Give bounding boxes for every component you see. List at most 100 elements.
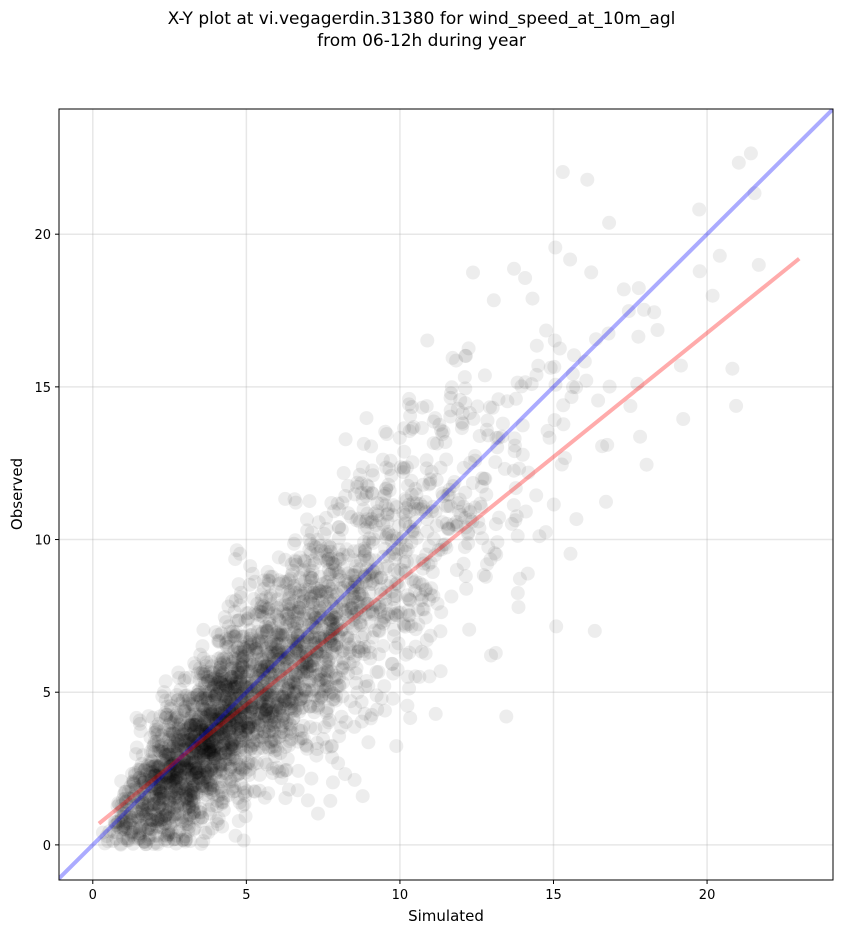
data-point <box>211 651 226 666</box>
data-point <box>164 775 179 790</box>
data-point <box>300 512 314 527</box>
data-point <box>261 740 276 755</box>
data-point <box>262 664 277 679</box>
data-point <box>220 709 235 724</box>
data-point <box>234 761 249 776</box>
data-point <box>268 739 283 754</box>
data-point <box>195 698 210 713</box>
data-point <box>164 759 179 774</box>
data-point <box>298 671 313 686</box>
data-point <box>219 679 234 694</box>
data-point <box>323 581 338 596</box>
data-point <box>243 656 258 671</box>
data-point <box>267 719 282 734</box>
data-point <box>261 601 276 616</box>
data-point <box>209 733 224 748</box>
data-point <box>132 770 147 785</box>
data-point <box>332 542 346 557</box>
data-point <box>346 654 361 669</box>
data-point <box>133 762 148 777</box>
data-point <box>112 797 127 812</box>
data-point <box>366 607 380 622</box>
data-point <box>326 692 341 707</box>
data-point <box>122 817 137 832</box>
data-point <box>200 769 214 784</box>
data-point <box>278 491 293 506</box>
data-point <box>226 644 241 659</box>
data-point <box>169 786 184 801</box>
data-point <box>216 708 231 723</box>
data-point <box>336 466 351 480</box>
data-point <box>217 746 232 761</box>
data-point <box>207 741 222 756</box>
data-point <box>120 833 135 848</box>
data-point <box>317 526 332 541</box>
data-point <box>214 626 229 641</box>
data-point <box>176 770 191 785</box>
data-point <box>182 696 197 711</box>
data-point <box>323 613 338 628</box>
data-point <box>181 693 196 708</box>
data-point <box>225 594 239 609</box>
data-point <box>244 695 259 709</box>
data-point <box>351 644 366 659</box>
data-point <box>201 739 215 754</box>
data-point <box>331 670 346 685</box>
data-point <box>202 688 217 703</box>
data-point <box>362 639 377 654</box>
data-point <box>291 734 306 749</box>
data-point <box>136 795 151 810</box>
data-point <box>296 635 311 650</box>
data-point <box>114 823 129 837</box>
data-point <box>262 620 277 635</box>
data-point <box>591 393 606 408</box>
data-point <box>254 637 269 652</box>
data-point <box>401 591 416 606</box>
data-point <box>168 799 183 814</box>
data-point <box>243 657 257 672</box>
data-point <box>263 645 278 660</box>
data-point <box>312 628 327 643</box>
data-point <box>200 728 215 742</box>
data-point <box>283 721 298 736</box>
data-point <box>151 759 166 774</box>
data-point <box>461 527 475 541</box>
data-point <box>178 832 193 847</box>
data-point <box>248 784 262 799</box>
data-point <box>141 806 156 821</box>
data-point <box>129 747 143 762</box>
data-point <box>172 736 187 751</box>
data-point <box>161 804 176 819</box>
data-point <box>185 799 200 814</box>
data-point <box>185 697 200 712</box>
data-point <box>270 742 285 757</box>
data-point <box>458 348 473 363</box>
data-point <box>175 809 190 824</box>
data-point <box>189 752 204 767</box>
data-point <box>272 729 286 744</box>
data-point <box>272 664 287 679</box>
data-point <box>275 708 290 723</box>
data-point <box>291 666 306 681</box>
data-point <box>292 655 307 670</box>
data-point <box>286 701 301 716</box>
data-point <box>195 741 210 756</box>
data-point <box>215 684 230 698</box>
data-point <box>373 602 388 617</box>
data-point <box>154 785 169 800</box>
data-point <box>233 711 248 726</box>
data-point <box>331 565 346 580</box>
data-point <box>198 707 213 722</box>
data-point <box>353 615 368 630</box>
data-point <box>159 710 174 725</box>
data-point <box>149 789 164 803</box>
data-point <box>190 714 204 729</box>
data-point <box>307 705 322 720</box>
data-point <box>518 504 533 519</box>
data-point <box>250 624 265 639</box>
data-point <box>185 762 200 777</box>
data-point <box>326 686 341 701</box>
data-point <box>163 701 178 716</box>
data-point <box>518 271 533 285</box>
data-point <box>336 656 351 671</box>
